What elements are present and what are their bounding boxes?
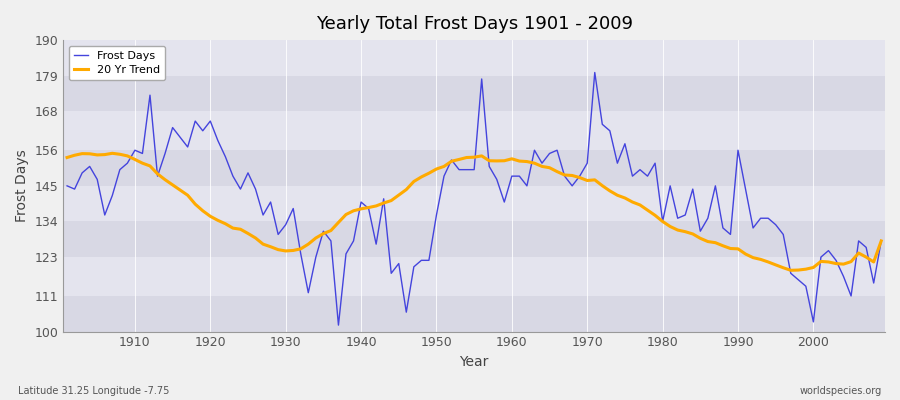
- Frost Days: [590, 70, 600, 75]
- Bar: [63, 186, 885, 222]
- Title: Yearly Total Frost Days 1901 - 2009: Yearly Total Frost Days 1901 - 2009: [316, 15, 633, 33]
- Frost Days: [507, 174, 517, 178]
- 20 Yr Trend: [62, 155, 73, 160]
- Bar: [63, 222, 885, 257]
- Bar: [63, 257, 885, 296]
- Text: Latitude 31.25 Longitude -7.75: Latitude 31.25 Longitude -7.75: [18, 386, 169, 396]
- Frost Days: [62, 184, 73, 188]
- Bar: [63, 40, 885, 76]
- 20 Yr Trend: [295, 246, 306, 251]
- Frost Days: [333, 323, 344, 328]
- 20 Yr Trend: [876, 238, 886, 243]
- Frost Days: [288, 206, 299, 211]
- Bar: [63, 76, 885, 111]
- Bar: [63, 111, 885, 150]
- 20 Yr Trend: [605, 188, 616, 193]
- Y-axis label: Frost Days: Frost Days: [15, 150, 29, 222]
- Legend: Frost Days, 20 Yr Trend: Frost Days, 20 Yr Trend: [68, 46, 166, 80]
- X-axis label: Year: Year: [460, 355, 489, 369]
- Bar: [63, 296, 885, 332]
- Line: Frost Days: Frost Days: [68, 72, 881, 325]
- Line: 20 Yr Trend: 20 Yr Trend: [68, 153, 881, 270]
- 20 Yr Trend: [786, 268, 796, 273]
- Bar: [63, 150, 885, 186]
- 20 Yr Trend: [514, 159, 525, 164]
- 20 Yr Trend: [507, 156, 517, 161]
- Frost Days: [514, 174, 525, 178]
- 20 Yr Trend: [130, 157, 140, 162]
- Frost Days: [612, 161, 623, 166]
- Frost Days: [340, 252, 351, 256]
- Frost Days: [122, 161, 133, 166]
- 20 Yr Trend: [107, 151, 118, 156]
- Text: worldspecies.org: worldspecies.org: [800, 386, 882, 396]
- Frost Days: [876, 238, 886, 243]
- 20 Yr Trend: [340, 212, 351, 217]
